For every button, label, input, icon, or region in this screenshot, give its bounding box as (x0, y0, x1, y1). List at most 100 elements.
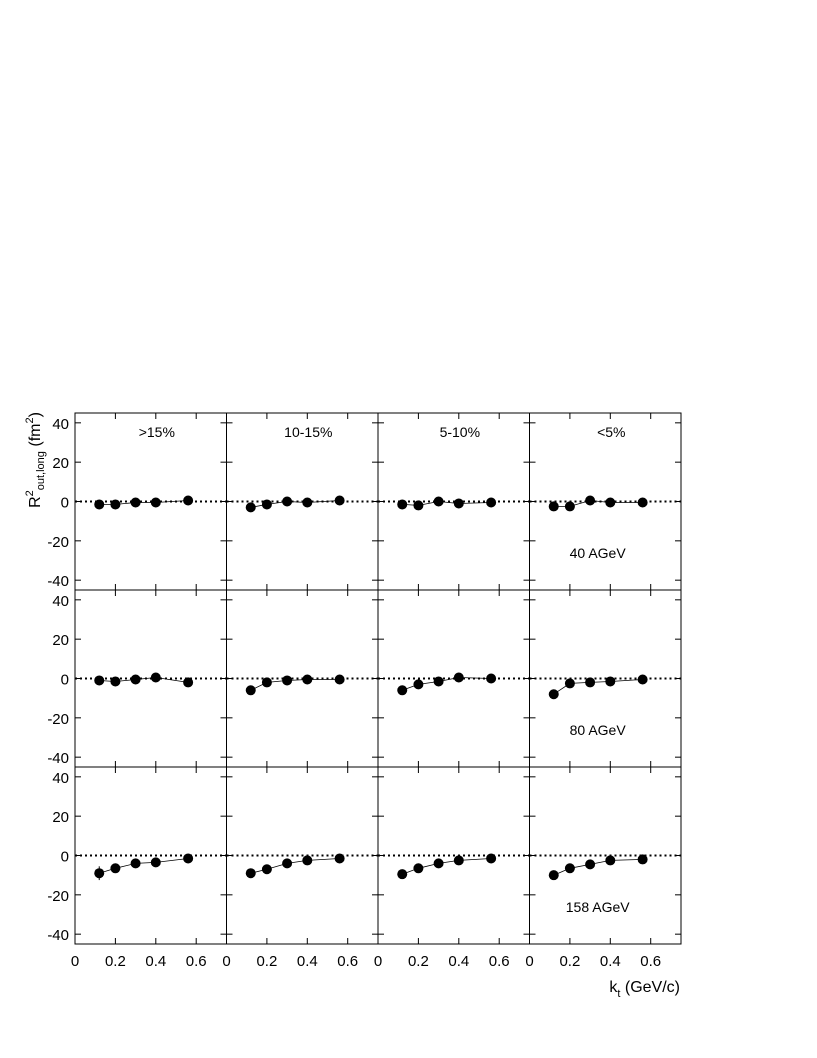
y-tick-label: 20 (52, 455, 69, 472)
data-point (183, 677, 194, 688)
centrality-label: 5-10% (440, 424, 480, 440)
panel-r0-c0: 40 20 0 -20 -40 >15% (47, 412, 227, 591)
y-tick-label: -40 (47, 927, 69, 944)
y-tick-label: -20 (47, 711, 69, 728)
y-tick-label: 40 (52, 593, 69, 610)
data-point (397, 685, 408, 696)
data-point (637, 497, 648, 508)
x-tick-label: 0.2 (408, 953, 429, 970)
data-point (130, 674, 141, 685)
data-point (548, 870, 559, 881)
data-point (413, 863, 424, 874)
data-point (150, 857, 161, 868)
y-axis-label-unit-open: (fm (27, 424, 44, 452)
x-tick-label: 0.4 (448, 953, 469, 970)
x-tick-label: 0.6 (640, 953, 661, 970)
data-point (637, 674, 648, 685)
data-point (564, 678, 575, 689)
x-tick-label: 0.4 (600, 953, 621, 970)
data-point (245, 502, 256, 513)
x-tick-label: 0.2 (105, 953, 126, 970)
data-point (94, 675, 105, 686)
y-tick-label: -40 (47, 573, 69, 590)
data-point (334, 495, 345, 506)
x-axis-label: kt (GeV/c) (609, 979, 680, 1000)
x-tick-label: 0.2 (559, 953, 580, 970)
data-point (150, 497, 161, 508)
y-tick-label: -40 (47, 750, 69, 767)
data-point (110, 676, 121, 687)
panel-r1-c2 (377, 589, 530, 768)
panel-r1-c3: 80 AGeV (529, 589, 682, 768)
data-point (397, 869, 408, 880)
data-point (130, 497, 141, 508)
data-point (282, 858, 293, 869)
data-point (413, 500, 424, 511)
x-tick-label: 0 (71, 953, 79, 970)
y-tick-label: 0 (61, 495, 69, 512)
data-point (94, 868, 105, 879)
data-point (637, 854, 648, 865)
panel-r1-c0: 40 20 0 -20 -40 (47, 589, 227, 768)
data-point (302, 674, 313, 685)
panel-r1-c1 (226, 589, 379, 768)
x-tick-label: 0 (525, 953, 533, 970)
data-point (302, 497, 313, 508)
data-point (245, 685, 256, 696)
data-point (130, 858, 141, 869)
x-tick-label: 0.6 (186, 953, 207, 970)
centrality-label: >15% (139, 424, 175, 440)
panel-r2-c1: 0 0.2 0.4 0.6 (222, 766, 379, 970)
data-point (453, 498, 464, 509)
data-point (302, 855, 313, 866)
data-point (110, 863, 121, 874)
x-axis-label-unit: (GeV/c) (620, 979, 680, 996)
data-point (183, 495, 194, 506)
data-point (486, 673, 497, 684)
y-tick-label: 20 (52, 632, 69, 649)
y-tick-label: 40 (52, 416, 69, 433)
panel-r0-c3: <5% 40 AGeV (529, 412, 682, 591)
y-axis-label-unit-close: ) (27, 412, 44, 417)
data-point (585, 677, 596, 688)
panel-r2-c2: 0 0.2 0.4 0.6 (374, 766, 530, 970)
y-axis-label-sup: 2 (24, 490, 36, 496)
energy-label: 40 AGeV (570, 545, 627, 561)
panel-r0-c1: 10-15% (226, 412, 379, 591)
y-axis-label-sub: out,long (35, 451, 47, 490)
data-point (585, 859, 596, 870)
data-point (94, 499, 105, 510)
data-point (261, 499, 272, 510)
centrality-label: <5% (597, 424, 625, 440)
data-point (110, 499, 121, 510)
data-point (433, 858, 444, 869)
panel-r0-c2: 5-10% (377, 412, 530, 591)
x-tick-label: 0 (222, 953, 230, 970)
data-point (334, 674, 345, 685)
centrality-label: 10-15% (284, 424, 332, 440)
y-axis-label-unit-sup: 2 (24, 417, 36, 423)
x-tick-label: 0.6 (489, 953, 510, 970)
x-tick-label: 0.4 (145, 953, 166, 970)
data-point (605, 855, 616, 866)
panel-r2-c3: 0 0.2 0.4 0.6 158 AGeV (525, 766, 682, 970)
data-point (548, 689, 559, 700)
y-tick-label: 20 (52, 809, 69, 826)
data-point (397, 499, 408, 510)
y-tick-label: 0 (61, 849, 69, 866)
data-point (453, 672, 464, 683)
data-point (453, 855, 464, 866)
data-point (334, 853, 345, 864)
x-tick-label: 0 (374, 953, 382, 970)
x-axis-label-main: k (609, 979, 618, 996)
energy-label: 158 AGeV (566, 899, 630, 915)
x-tick-label: 0.4 (297, 953, 318, 970)
data-point (564, 501, 575, 512)
data-point (605, 497, 616, 508)
y-tick-label: -20 (47, 534, 69, 551)
y-tick-label: 40 (52, 770, 69, 787)
y-axis-label-main: R (27, 496, 44, 508)
data-point (282, 675, 293, 686)
